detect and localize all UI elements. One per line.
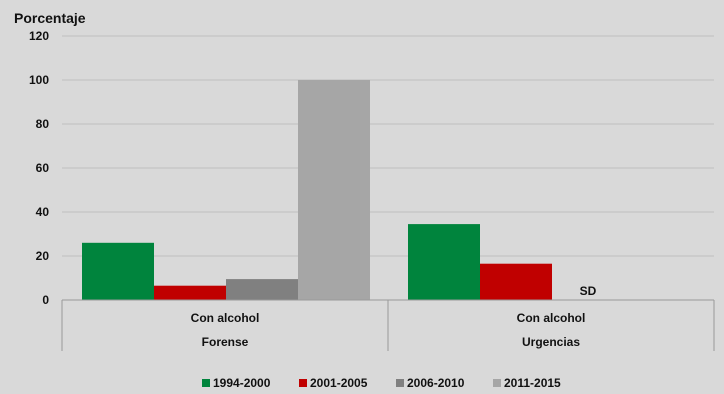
y-axis-title: Porcentaje	[14, 10, 86, 26]
bar-2006-2010-forense	[226, 279, 298, 300]
legend-swatch	[493, 379, 501, 387]
annotations: SD	[580, 284, 597, 298]
bar-2011-2015-forense	[298, 80, 370, 300]
bars	[82, 80, 552, 300]
y-tick-label: 60	[36, 161, 50, 175]
bar-2001-2005-urgencias	[480, 263, 552, 300]
y-tick-label: 80	[36, 117, 50, 131]
legend-swatch	[396, 379, 404, 387]
y-tick-label: 20	[36, 249, 50, 263]
bar-2001-2005-forense	[154, 285, 226, 300]
y-tick-label: 120	[29, 29, 49, 43]
legend-label: 2006-2010	[407, 376, 465, 390]
bar-1994-2000-urgencias	[408, 224, 480, 300]
legend-label: 2011-2015	[504, 376, 561, 390]
no-data-label: SD	[580, 284, 597, 298]
y-tick-label: 0	[42, 293, 49, 307]
bar-1994-2000-forense	[82, 242, 154, 300]
legend-label: 1994-2000	[213, 376, 271, 390]
category-label: Con alcohol	[191, 311, 260, 325]
gridlines	[62, 35, 714, 257]
legend: 1994-2000 2001-2005 2006-2010 2011-2015	[202, 376, 561, 390]
category-label: Con alcohol	[517, 311, 586, 325]
legend-swatch	[202, 379, 210, 387]
legend-label: 2001-2005	[310, 376, 368, 390]
category-group-label: Forense	[202, 335, 249, 349]
y-tick-label: 40	[36, 205, 50, 219]
category-group-label: Urgencias	[522, 335, 580, 349]
legend-swatch	[299, 379, 307, 387]
y-axis-ticks: 0 20 40 60 80 100 120	[29, 29, 49, 307]
category-axis: Con alcohol Forense Con alcohol Urgencias	[61, 299, 715, 351]
y-tick-label: 100	[29, 73, 49, 87]
